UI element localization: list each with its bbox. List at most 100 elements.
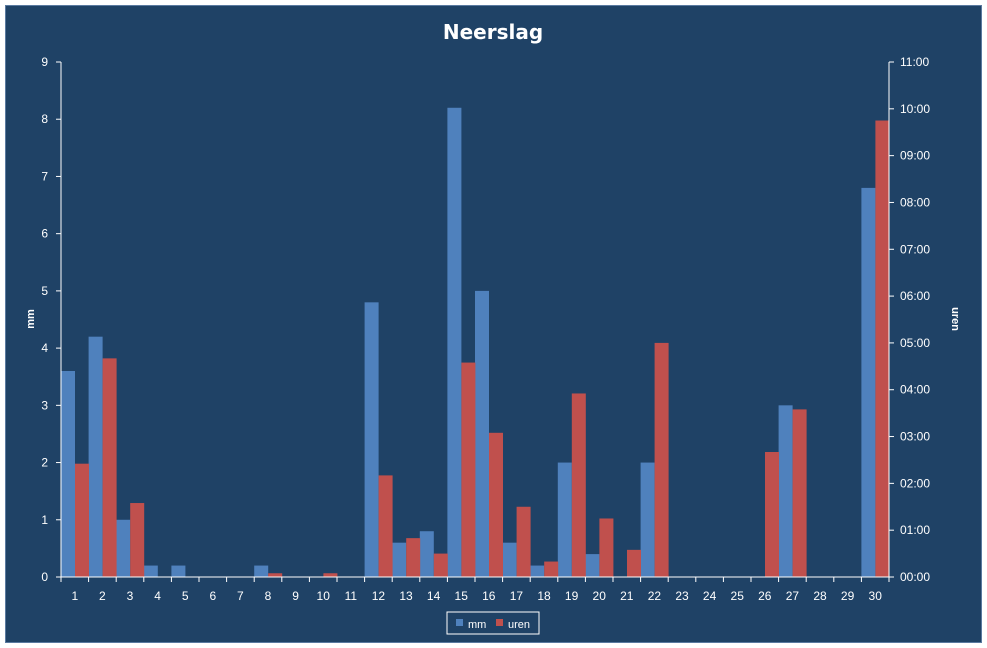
y2-tick-label: 11:00 bbox=[900, 55, 929, 69]
y2-tick-label: 04:00 bbox=[900, 383, 930, 397]
x-tick-label: 20 bbox=[593, 589, 607, 603]
x-tick-label: 2 bbox=[99, 589, 106, 603]
x-tick-label: 6 bbox=[209, 589, 216, 603]
bar-mm-13 bbox=[392, 542, 407, 577]
x-tick-label: 29 bbox=[841, 589, 855, 603]
bar-uren-15 bbox=[461, 362, 476, 577]
y2-tick-label: 09:00 bbox=[900, 149, 930, 163]
x-tick-label: 3 bbox=[127, 589, 134, 603]
y-tick-label: 4 bbox=[41, 341, 48, 355]
bar-mm-30 bbox=[861, 187, 876, 577]
x-tick-label: 28 bbox=[813, 589, 827, 603]
bar-mm-19 bbox=[557, 462, 572, 577]
x-tick-label: 12 bbox=[372, 589, 386, 603]
bar-uren-3 bbox=[130, 503, 145, 577]
bar-mm-8 bbox=[254, 565, 269, 577]
bar-uren-8 bbox=[268, 573, 283, 577]
x-tick-label: 9 bbox=[292, 589, 299, 603]
bar-mm-22 bbox=[640, 462, 655, 577]
y2-axis-title: uren bbox=[949, 307, 961, 331]
legend-swatch-mm bbox=[456, 619, 463, 626]
bar-uren-19 bbox=[571, 393, 586, 577]
chart-title: Neerslag bbox=[443, 20, 543, 44]
bar-mm-4 bbox=[143, 565, 158, 577]
bar-uren-20 bbox=[599, 518, 614, 577]
x-tick-label: 23 bbox=[675, 589, 689, 603]
y2-tick-label: 07:00 bbox=[900, 242, 930, 256]
bar-mm-20 bbox=[585, 554, 600, 577]
y-tick-label: 6 bbox=[41, 227, 48, 241]
bar-uren-16 bbox=[489, 432, 503, 577]
x-tick-label: 8 bbox=[265, 589, 272, 603]
axes-group: 012345678900:0001:0002:0003:0004:0005:00… bbox=[41, 55, 930, 603]
y2-tick-label: 02:00 bbox=[900, 476, 930, 490]
x-tick-label: 14 bbox=[427, 589, 441, 603]
bar-mm-27 bbox=[778, 405, 793, 577]
y2-tick-label: 00:00 bbox=[900, 570, 930, 584]
bar-uren-13 bbox=[406, 538, 421, 577]
y2-tick-label: 05:00 bbox=[900, 336, 930, 350]
bar-mm-12 bbox=[364, 302, 379, 577]
bar-mm-14 bbox=[419, 531, 434, 577]
bar-uren-22 bbox=[654, 342, 669, 577]
bar-uren-12 bbox=[378, 475, 393, 577]
x-tick-label: 18 bbox=[537, 589, 551, 603]
bar-mm-16 bbox=[475, 290, 489, 577]
bar-mm-2 bbox=[88, 336, 103, 577]
x-tick-label: 10 bbox=[317, 589, 331, 603]
x-tick-label: 25 bbox=[731, 589, 745, 603]
y-tick-label: 2 bbox=[41, 456, 48, 470]
y2-tick-label: 08:00 bbox=[900, 195, 930, 209]
bar-uren-14 bbox=[433, 553, 448, 577]
bar-uren-17 bbox=[516, 506, 531, 577]
x-tick-label: 19 bbox=[565, 589, 579, 603]
x-tick-label: 5 bbox=[182, 589, 189, 603]
x-tick-label: 4 bbox=[154, 589, 161, 603]
legend-label-mm: mm bbox=[468, 619, 486, 631]
legend-box bbox=[446, 611, 540, 635]
y-tick-label: 9 bbox=[41, 55, 48, 69]
legend-swatch-uren bbox=[496, 619, 503, 626]
x-tick-label: 13 bbox=[399, 589, 413, 603]
y2-tick-label: 03:00 bbox=[900, 430, 930, 444]
bar-uren-1 bbox=[75, 463, 89, 577]
x-tick-label: 26 bbox=[758, 589, 772, 603]
x-tick-label: 16 bbox=[482, 589, 496, 603]
bar-mm-5 bbox=[171, 565, 186, 577]
bar-mm-1 bbox=[61, 371, 75, 577]
bar-mm-3 bbox=[116, 519, 131, 577]
x-tick-label: 30 bbox=[869, 589, 883, 603]
bar-mm-15 bbox=[447, 107, 462, 577]
bar-uren-27 bbox=[792, 409, 807, 577]
bar-uren-30 bbox=[875, 120, 890, 578]
y-axis-title: mm bbox=[25, 309, 37, 329]
bar-uren-21 bbox=[627, 549, 641, 577]
bar-uren-2 bbox=[102, 358, 117, 577]
bar-uren-18 bbox=[544, 561, 559, 577]
bar-mm-18 bbox=[530, 565, 545, 577]
y-tick-label: 0 bbox=[41, 570, 48, 584]
x-tick-label: 21 bbox=[620, 589, 634, 603]
bars-group bbox=[61, 107, 890, 578]
x-tick-label: 22 bbox=[648, 589, 662, 603]
y2-tick-label: 06:00 bbox=[900, 289, 930, 303]
x-tick-label: 11 bbox=[345, 589, 358, 603]
y2-tick-label: 10:00 bbox=[900, 102, 930, 116]
x-tick-label: 15 bbox=[455, 589, 469, 603]
bar-mm-17 bbox=[502, 542, 517, 577]
y-tick-label: 3 bbox=[41, 398, 48, 412]
y-tick-label: 1 bbox=[41, 513, 48, 527]
y-tick-label: 8 bbox=[41, 112, 48, 126]
legend-label-uren: uren bbox=[508, 619, 530, 631]
y-tick-label: 5 bbox=[41, 284, 48, 298]
bar-uren-26 bbox=[765, 452, 779, 577]
x-tick-label: 1 bbox=[71, 589, 78, 603]
x-tick-label: 17 bbox=[510, 589, 524, 603]
x-tick-label: 24 bbox=[703, 589, 717, 603]
x-tick-label: 7 bbox=[237, 589, 244, 603]
y-tick-label: 7 bbox=[41, 169, 48, 183]
bar-uren-10 bbox=[323, 573, 338, 577]
x-tick-label: 27 bbox=[786, 589, 800, 603]
y2-tick-label: 01:00 bbox=[900, 523, 930, 537]
